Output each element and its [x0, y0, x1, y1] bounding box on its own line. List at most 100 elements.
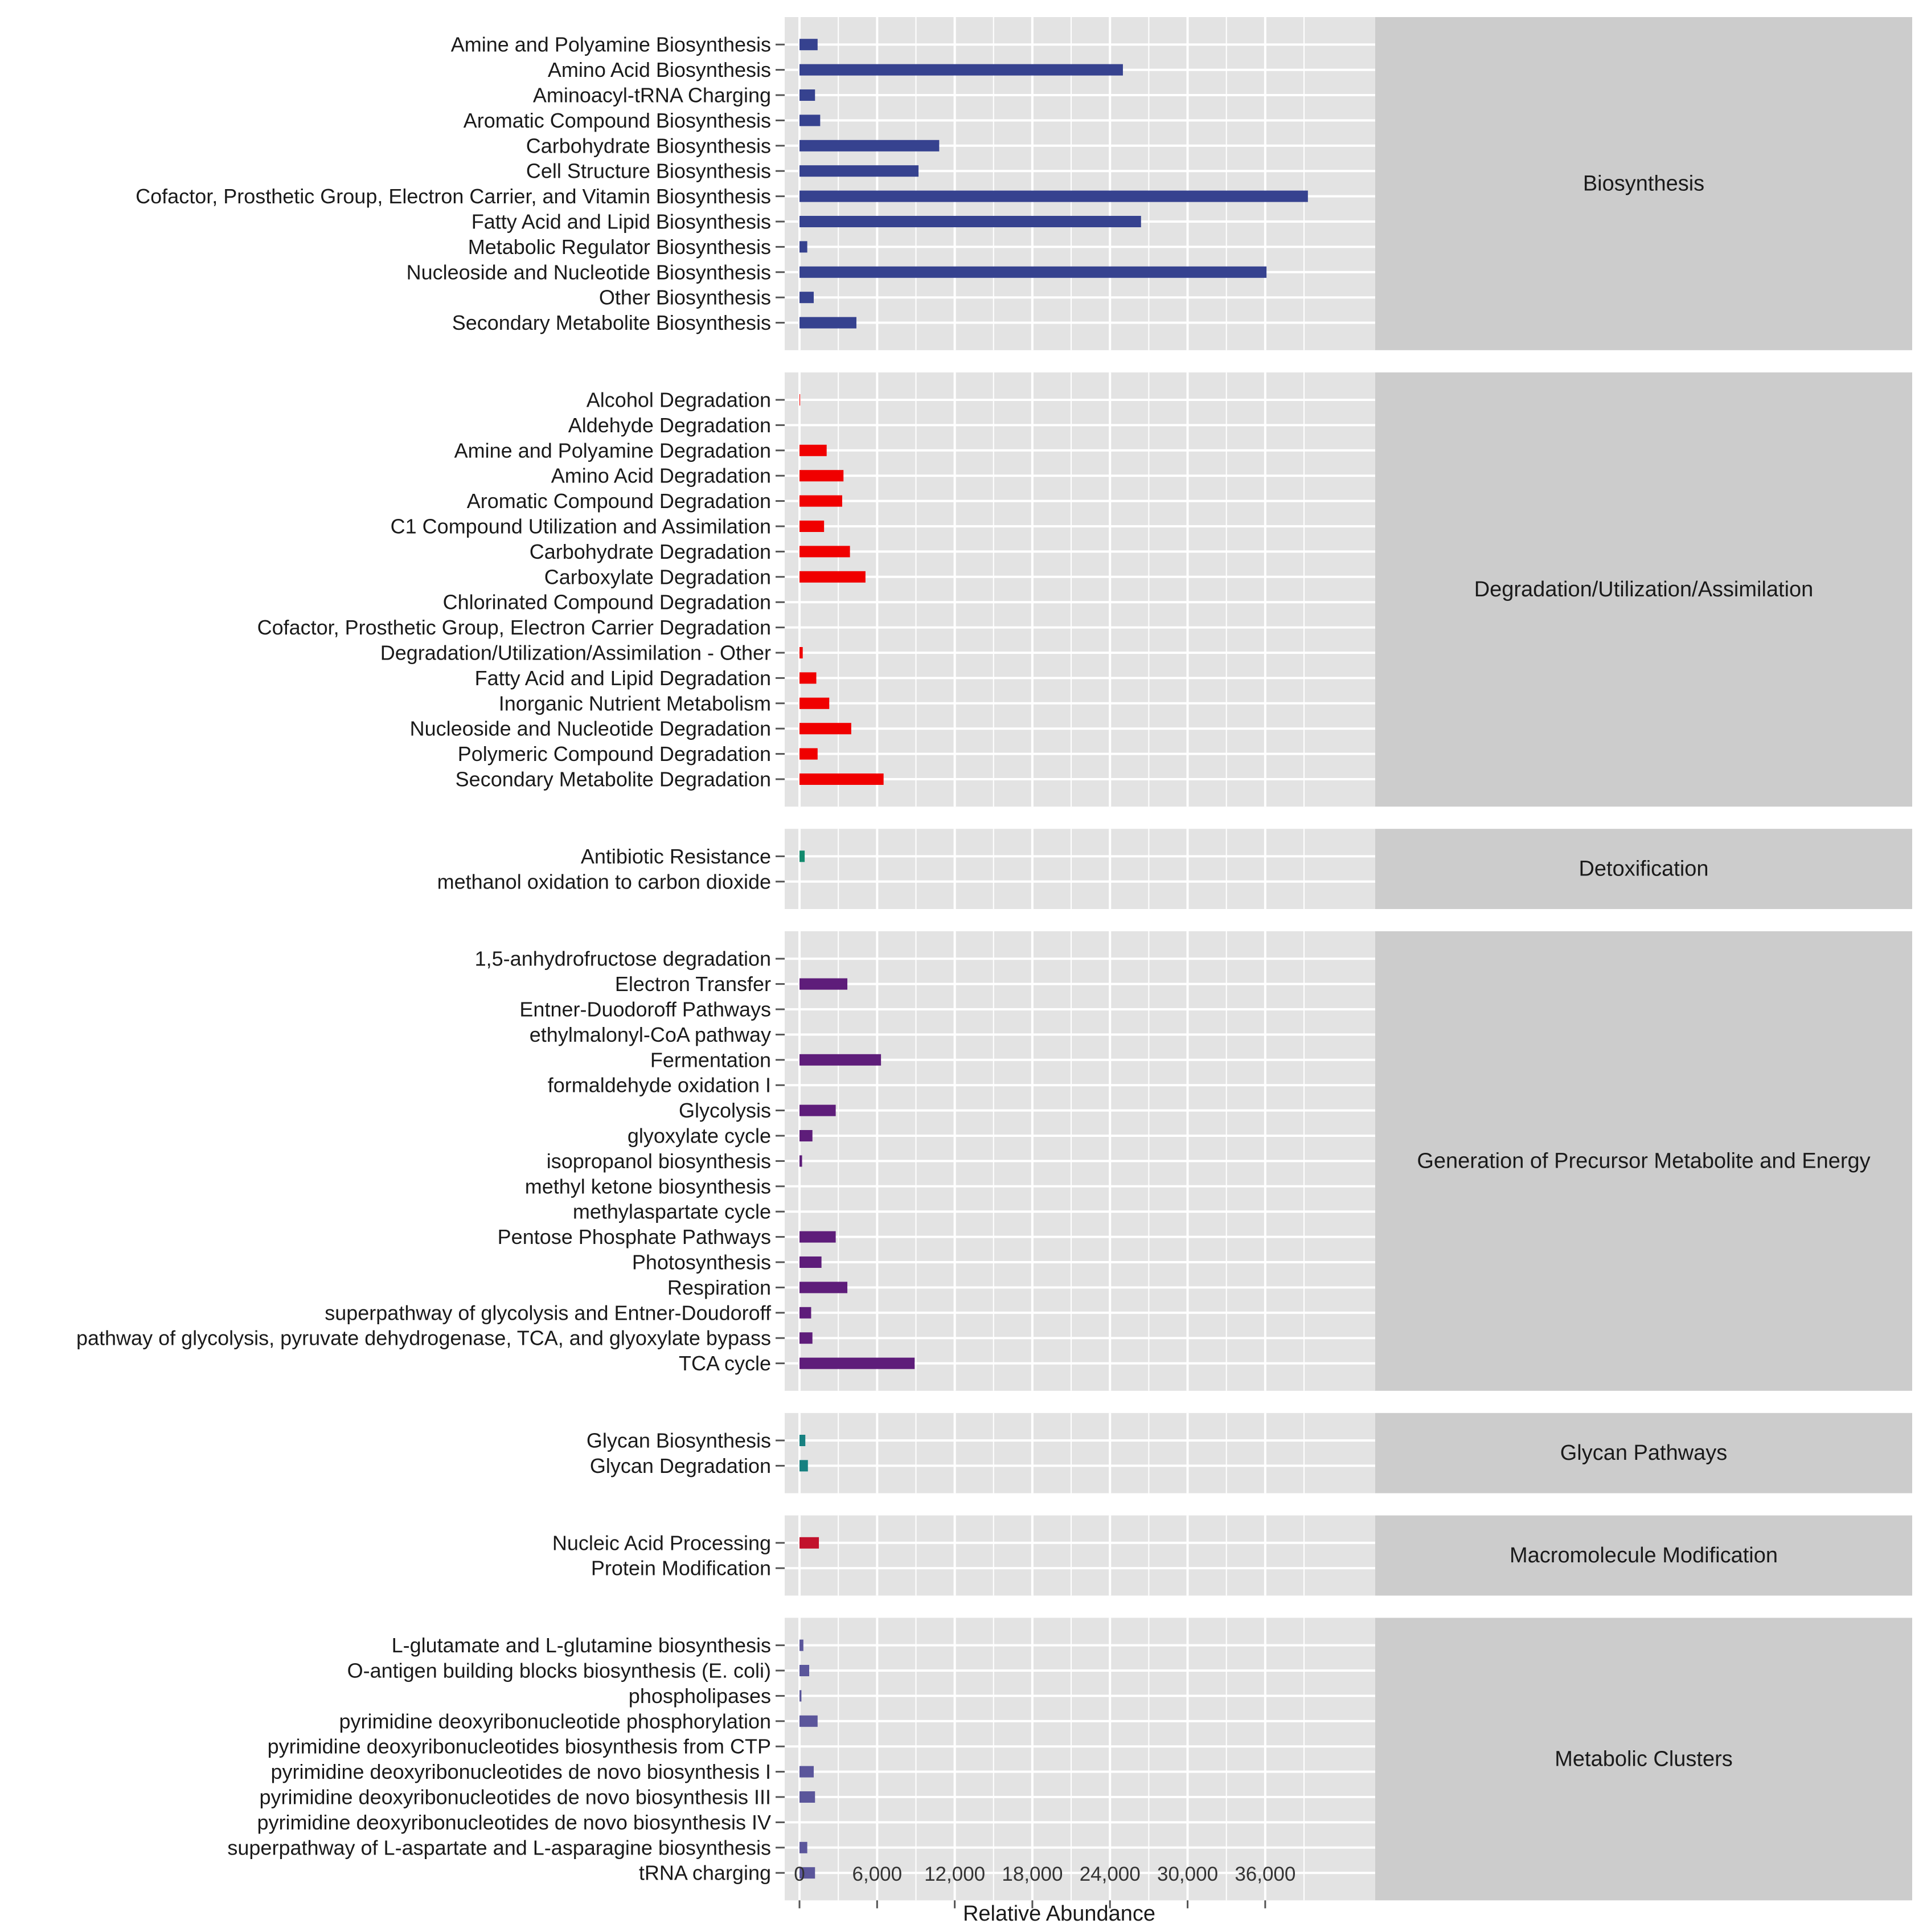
category-label: tRNA charging: [639, 1861, 771, 1885]
bar-aromatic-compound-biosynthesis: [799, 114, 821, 126]
category-label: Fatty Acid and Lipid Degradation: [475, 666, 771, 690]
bar-nucleoside-and-nucleotide-biosynthesis: [799, 266, 1267, 278]
bar-degradation-utilization-assimilation-other: [799, 647, 803, 658]
bar-pyrimidine-deoxyribonucleotides-de-novo-biosynthesis-iii: [799, 1791, 815, 1803]
category-label: Inorganic Nutrient Metabolism: [499, 691, 771, 715]
category-label: pathway of glycolysis, pyruvate dehydrog…: [76, 1327, 771, 1350]
category-label: pyrimidine deoxyribonucleotides de novo …: [257, 1811, 771, 1834]
category-label: Fermentation: [650, 1048, 771, 1071]
category-label: methyl ketone biosynthesis: [525, 1174, 771, 1198]
facet-label-glycan-pathways: Glycan Pathways: [1560, 1441, 1728, 1465]
category-label: Alcohol Degradation: [587, 388, 771, 412]
category-label: Aromatic Compound Degradation: [467, 489, 771, 513]
bar-l-glutamate-and-l-glutamine-biosynthesis: [799, 1639, 803, 1651]
category-label: Metabolic Regulator Biosynthesis: [468, 235, 771, 259]
x-tick-label: 12,000: [924, 1863, 985, 1885]
category-label: Nucleic Acid Processing: [552, 1531, 771, 1554]
bar-respiration: [799, 1282, 848, 1294]
bar-glycan-degradation: [799, 1460, 808, 1472]
category-label: Entner-Duodoroff Pathways: [519, 998, 771, 1021]
category-label: Cell Structure Biosynthesis: [526, 159, 771, 183]
bar-aminoacyl-trna-charging: [799, 89, 815, 101]
bar-fermentation: [799, 1054, 881, 1066]
category-label: Electron Transfer: [615, 972, 771, 996]
facet-strip-glycan-pathways: [1375, 1413, 1912, 1493]
category-label: Amino Acid Degradation: [551, 464, 771, 488]
y-tick-layer: [776, 43, 785, 1874]
bar-nucleic-acid-processing: [799, 1537, 819, 1549]
bar-aromatic-compound-degradation: [799, 495, 842, 507]
category-label: Amine and Polyamine Biosynthesis: [451, 33, 771, 56]
panel-detoxification: [785, 829, 1375, 909]
bar-c1-compound-utilization-and-assimilation: [799, 521, 825, 532]
bar-antibiotic-resistance: [799, 850, 805, 862]
bar-fatty-acid-and-lipid-biosynthesis: [799, 216, 1141, 227]
category-label: Protein Modification: [591, 1557, 771, 1580]
bar-nucleoside-and-nucleotide-degradation: [799, 723, 851, 735]
facet-label-generation-of-precursor-metabolite-and-energy: Generation of Precursor Metabolite and E…: [1417, 1149, 1870, 1173]
bar-pyrimidine-deoxyribonucleotides-de-novo-biosynthesis-i: [799, 1766, 814, 1778]
bar-polymeric-compound-degradation: [799, 748, 818, 760]
bar-carbohydrate-degradation: [799, 546, 850, 558]
bar-superpathway-of-glycolysis-and-entner-doudoroff: [799, 1307, 811, 1319]
category-label: Glycolysis: [679, 1099, 771, 1122]
bar-carbohydrate-biosynthesis: [799, 140, 940, 152]
x-tick-label: 6,000: [852, 1863, 903, 1885]
category-label: Aminoacyl-tRNA Charging: [533, 84, 771, 107]
category-label-layer: Amine and Polyamine Biosynthesis Amino Ac…: [76, 33, 772, 1885]
bar-cell-structure-biosynthesis: [799, 165, 919, 177]
bar-electron-transfer: [799, 978, 848, 990]
category-label: pyrimidine deoxyribonucleotides de novo …: [270, 1760, 771, 1783]
facet-strip-layer: Biosynthesis Degradation/Utilization/Assi…: [1375, 17, 1912, 1901]
facet-strip-macromolecule-modification: [1375, 1515, 1912, 1596]
category-label: Photosynthesis: [632, 1251, 771, 1274]
category-label: superpathway of L-aspartate and L-aspara…: [227, 1836, 771, 1859]
category-label: Carbohydrate Degradation: [530, 540, 771, 563]
facet-label-detoxification: Detoxification: [1578, 857, 1708, 881]
bar-amino-acid-degradation: [799, 470, 844, 482]
facet-label-degradation-utilization-assimilation: Degradation/Utilization/Assimilation: [1474, 578, 1814, 601]
category-label: Glycan Biosynthesis: [587, 1429, 771, 1452]
category-label: Respiration: [667, 1276, 771, 1299]
category-label: methanol oxidation to carbon dioxide: [437, 870, 771, 893]
category-label: Nucleoside and Nucleotide Biosynthesis: [407, 260, 771, 284]
category-label: Carbohydrate Biosynthesis: [526, 134, 771, 157]
x-tick-label: 0: [794, 1863, 805, 1885]
bar-glyoxylate-cycle: [799, 1130, 813, 1141]
category-label: Degradation/Utilization/Assimilation - O…: [380, 641, 771, 665]
bar-inorganic-nutrient-metabolism: [799, 697, 830, 709]
category-label: pyrimidine deoxyribonucleotides de novo …: [259, 1786, 771, 1809]
x-axis-layer: 0 6,000 12,000 18,000 24,000 30,000 36,000: [794, 1863, 1295, 1909]
category-label: Polymeric Compound Degradation: [458, 742, 771, 766]
category-label: Carboxylate Degradation: [544, 565, 771, 588]
category-label: Cofactor, Prosthetic Group, Electron Car…: [257, 616, 771, 639]
category-label: 1,5-anhydrofructose degradation: [475, 947, 771, 971]
facet-strip-metabolic-clusters: [1375, 1618, 1912, 1901]
category-label: O-antigen building blocks biosynthesis (…: [347, 1659, 771, 1683]
category-label: Cofactor, Prosthetic Group, Electron Car…: [136, 185, 771, 208]
category-label: pyrimidine deoxyribonucleotides biosynth…: [268, 1735, 771, 1758]
bar-phospholipases: [799, 1690, 802, 1702]
bar-secondary-metabolite-degradation: [799, 773, 884, 785]
facet-strip-biosynthesis: [1375, 17, 1912, 350]
x-tick-label: 24,000: [1080, 1863, 1141, 1885]
bar-cofactor-prosthetic-group-electron-carrier-and-vitamin-biosynthesis: [799, 190, 1308, 202]
category-label: Pentose Phosphate Pathways: [498, 1225, 771, 1249]
bar-layer: [799, 39, 1308, 1879]
category-label: formaldehyde oxidation I: [548, 1074, 771, 1097]
bar-isopropanol-biosynthesis: [799, 1155, 802, 1167]
bar-superpathway-of-l-aspartate-and-l-asparagine-biosynthesis: [799, 1841, 807, 1853]
category-label: Glycan Degradation: [590, 1454, 771, 1477]
x-tick-label: 36,000: [1235, 1863, 1295, 1885]
category-label: Fatty Acid and Lipid Biosynthesis: [471, 210, 771, 234]
category-label: TCA cycle: [679, 1352, 771, 1375]
x-tick-label: 18,000: [1002, 1863, 1063, 1885]
bar-glycolysis: [799, 1104, 836, 1116]
facet-label-metabolic-clusters: Metabolic Clusters: [1555, 1747, 1733, 1771]
category-label: L-glutamate and L-glutamine biosynthesis: [392, 1634, 771, 1657]
panel-glycan-pathways: [785, 1413, 1375, 1493]
bar-glycan-biosynthesis: [799, 1435, 806, 1446]
category-label: isopropanol biosynthesis: [547, 1149, 771, 1173]
category-label: glyoxylate cycle: [628, 1124, 771, 1148]
bar-alcohol-degradation: [799, 394, 801, 406]
